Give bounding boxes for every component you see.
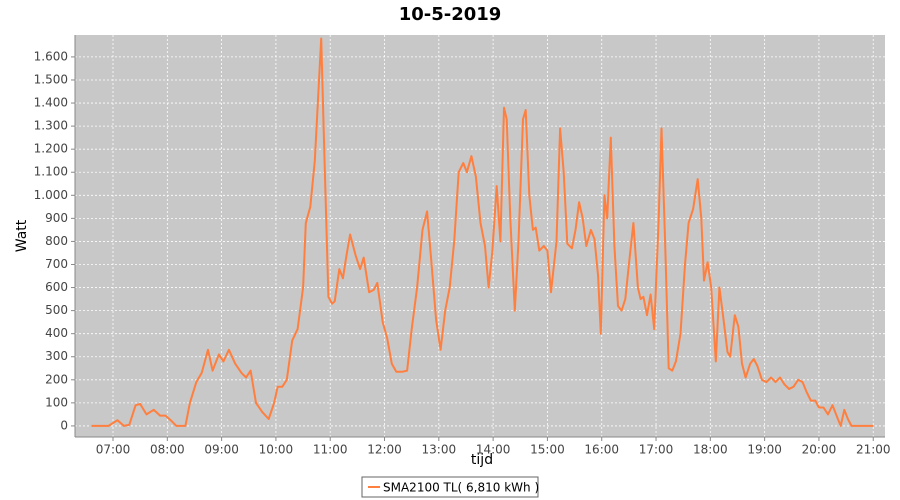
- x-tick-label: 18:00: [693, 443, 728, 457]
- x-tick-label: 12:00: [367, 443, 402, 457]
- y-tick-label: 100: [45, 395, 68, 409]
- y-tick-label: 1.100: [34, 165, 68, 179]
- y-tick-label: 900: [45, 211, 68, 225]
- x-tick-label: 19:00: [747, 443, 782, 457]
- y-axis-label: Watt: [14, 219, 30, 252]
- y-tick-label: 1.400: [34, 96, 68, 110]
- x-tick-label: 14:00: [476, 443, 511, 457]
- legend: [361, 476, 539, 498]
- y-tick-label: 1.300: [34, 119, 68, 133]
- chart-title: 10-5-2019: [399, 4, 502, 25]
- x-tick-label: 21:00: [856, 443, 891, 457]
- x-tick-label: 08:00: [150, 443, 185, 457]
- x-tick-label: 20:00: [802, 443, 837, 457]
- y-tick-label: 1.000: [34, 188, 68, 202]
- y-tick-label: 600: [45, 280, 68, 294]
- legend-label: SMA2100 TL( 6,810 kWh ): [383, 481, 539, 495]
- y-tick-label: 0: [60, 418, 68, 432]
- x-tick-label: 07:00: [96, 443, 131, 457]
- x-tick-label: 09:00: [204, 443, 239, 457]
- y-tick-label: 1.200: [34, 142, 68, 156]
- y-tick-label: 400: [45, 326, 68, 340]
- x-tick-label: 11:00: [313, 443, 348, 457]
- y-tick-label: 200: [45, 372, 68, 386]
- plot-area: [75, 35, 885, 437]
- x-tick-label: 16:00: [584, 443, 619, 457]
- line-series: [91, 37, 874, 427]
- y-tick-label: 300: [45, 349, 68, 363]
- x-tick-label: 10:00: [259, 443, 294, 457]
- x-tick-label: 17:00: [639, 443, 674, 457]
- x-tick-label: 15:00: [530, 443, 565, 457]
- y-tick-label: 800: [45, 234, 68, 248]
- y-tick-label: 1.600: [34, 49, 68, 63]
- x-tick-label: 13:00: [422, 443, 457, 457]
- y-tick-label: 1.500: [34, 72, 68, 86]
- x-axis-label: tijd: [471, 452, 493, 468]
- y-tick-label: 700: [45, 257, 68, 271]
- y-tick-label: 500: [45, 303, 68, 317]
